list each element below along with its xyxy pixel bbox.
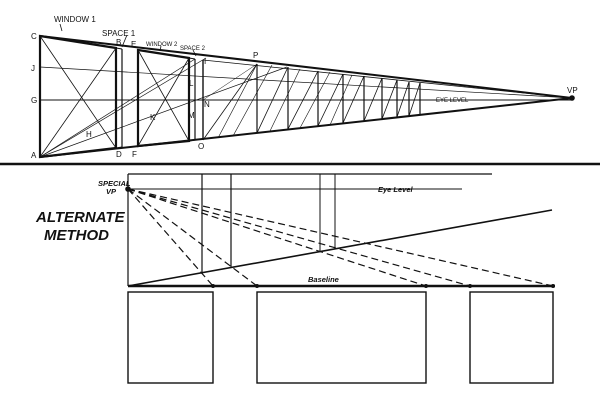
- label-space-2: SPACE 2: [180, 46, 206, 52]
- point-label-b: B: [116, 38, 121, 47]
- top-diagram: [38, 23, 573, 159]
- baseline-marker: [211, 284, 215, 288]
- title-alternate: ALTERNATE: [35, 209, 126, 226]
- point-label-c: C: [31, 32, 37, 41]
- point-label-l: L: [189, 79, 194, 88]
- label-special: SPECIAL: [98, 179, 131, 188]
- baseline-marker: [424, 284, 428, 288]
- window-1: [38, 34, 118, 159]
- point-label-h: H: [86, 130, 92, 139]
- vanishing-point-marker: [569, 95, 575, 101]
- baseline-marker: [255, 284, 259, 288]
- point-label-n: N: [204, 100, 210, 109]
- point-label-k: K: [150, 113, 156, 122]
- alt-window-1: [127, 291, 214, 384]
- alt-window-3: [469, 291, 554, 384]
- point-label-f: F: [132, 150, 137, 159]
- baseline-marker: [468, 284, 472, 288]
- point-label-o: O: [198, 142, 204, 151]
- title-method: METHOD: [44, 227, 109, 244]
- label-special-vp: VP: [106, 187, 117, 196]
- point-label-a: A: [31, 151, 37, 160]
- label-baseline: Baseline: [308, 275, 339, 284]
- point-label-d: D: [116, 150, 122, 159]
- point-label-e: E: [131, 40, 136, 49]
- alt-window-2: [256, 291, 427, 384]
- label-eye-level-top: EYE LEVEL: [436, 98, 469, 104]
- point-label-p: P: [253, 51, 258, 60]
- bottom-diagram: [127, 173, 555, 384]
- point-label-m: M: [188, 111, 195, 120]
- label-window-1: WINDOW 1: [54, 15, 96, 24]
- baseline-marker: [551, 284, 555, 288]
- point-label-i: I: [204, 57, 206, 66]
- label-vp: VP: [567, 86, 578, 95]
- point-label-g: G: [31, 96, 37, 105]
- label-space-1: SPACE 1: [102, 29, 136, 38]
- label-eye-level-bottom: Eye Level: [378, 185, 414, 194]
- special-vp-marker: [125, 186, 131, 192]
- label-window-2: WINDOW 2: [146, 42, 178, 48]
- point-label-j: J: [31, 64, 35, 73]
